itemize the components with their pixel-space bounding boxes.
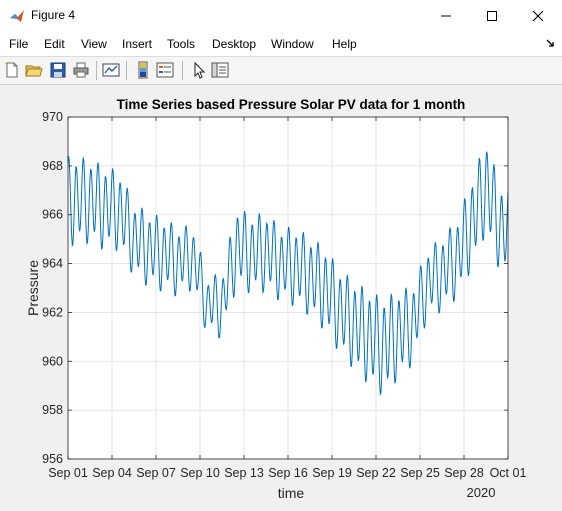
menu-file[interactable]: File [9, 37, 29, 51]
dock-arrow-icon[interactable] [546, 39, 556, 49]
figure-toolbar [0, 57, 562, 85]
y-tick-label: 962 [42, 305, 63, 319]
insert-colorbar-icon[interactable] [134, 61, 152, 79]
y-tick-label: 968 [42, 159, 63, 173]
y-tick-labels: 956 958 960 962 964 966 968 970 [42, 110, 63, 466]
new-figure-icon[interactable] [3, 61, 21, 79]
y-tick-label: 964 [42, 257, 63, 271]
line-chart[interactable]: Time Series based Pressure Solar PV data… [0, 85, 562, 506]
y-tick-label: 960 [42, 354, 63, 368]
edit-plot-arrow-icon[interactable] [190, 61, 208, 79]
close-button[interactable] [515, 0, 561, 32]
menu-help[interactable]: Help [332, 37, 357, 51]
link-plot-icon[interactable] [102, 61, 120, 79]
axis-ticks [67, 116, 509, 460]
x-tick-label: Sep 04 [92, 466, 132, 480]
x-tick-label: Sep 13 [224, 466, 264, 480]
print-icon[interactable] [72, 61, 90, 79]
toolbar-separator [126, 61, 127, 80]
y-tick-label: 956 [42, 452, 63, 466]
menu-tools[interactable]: Tools [167, 37, 196, 51]
series-line-pressure[interactable] [67, 151, 509, 396]
menu-window[interactable]: Window [271, 37, 314, 51]
toolbar-separator [182, 61, 183, 80]
figure-canvas: Time Series based Pressure Solar PV data… [0, 85, 562, 506]
matlab-app-icon [10, 10, 24, 22]
open-file-icon[interactable] [25, 61, 43, 79]
x-tick-label: Sep 22 [356, 466, 396, 480]
x-tick-label: Sep 07 [136, 466, 176, 480]
window-titlebar: Figure 4 [0, 0, 562, 32]
menu-edit[interactable]: Edit [44, 37, 65, 51]
x-axis-label: time [278, 485, 305, 501]
menu-view[interactable]: View [81, 37, 107, 51]
y-tick-label: 970 [42, 110, 63, 124]
insert-legend-icon[interactable] [156, 61, 174, 79]
x-tick-label: Oct 01 [490, 466, 527, 480]
property-inspector-icon[interactable] [211, 61, 229, 79]
chart-title: Time Series based Pressure Solar PV data… [117, 97, 466, 112]
year-label: 2020 [467, 485, 496, 500]
x-tick-label: Sep 28 [444, 466, 484, 480]
menu-desktop[interactable]: Desktop [212, 37, 257, 51]
save-icon[interactable] [49, 61, 67, 79]
x-tick-label: Sep 19 [312, 466, 352, 480]
x-tick-label: Sep 01 [48, 466, 88, 480]
menu-bar: File Edit View Insert Tools Desktop Wind… [0, 32, 562, 57]
y-tick-label: 958 [42, 403, 63, 417]
x-tick-labels: Sep 01 Sep 04 Sep 07 Sep 10 Sep 13 Sep 16 Sep … [48, 466, 526, 480]
minimize-button[interactable] [423, 0, 469, 32]
window-title: Figure 4 [31, 8, 76, 22]
maximize-icon [487, 11, 497, 21]
toolbar-separator [96, 61, 97, 80]
maximize-button[interactable] [469, 0, 515, 32]
x-tick-label: Sep 25 [400, 466, 440, 480]
minimize-icon [441, 15, 451, 17]
close-icon [532, 10, 544, 22]
y-axis-label: Pressure [25, 260, 41, 316]
y-tick-label: 966 [42, 208, 63, 222]
x-tick-label: Sep 16 [268, 466, 308, 480]
x-tick-label: Sep 10 [180, 466, 220, 480]
menu-insert[interactable]: Insert [122, 37, 153, 51]
